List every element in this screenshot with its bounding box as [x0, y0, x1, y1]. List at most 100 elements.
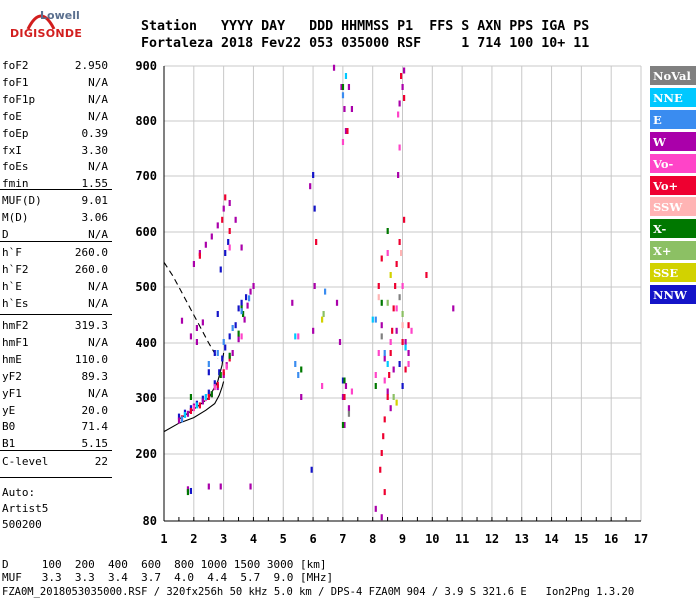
- param-row-h-f: h`F 260.0: [2, 246, 108, 262]
- x-tick-label: 4: [250, 532, 257, 546]
- param-name: h`E: [2, 279, 22, 293]
- param-name: yF2: [2, 369, 22, 383]
- echo-point-e: [180, 416, 184, 423]
- digisonde-logo: Lowell DIGISONDE: [10, 9, 82, 49]
- legend-item-w: W: [650, 131, 696, 151]
- echo-point-w: [309, 183, 312, 190]
- param-row-hmf1: hmF1 N/A: [2, 336, 108, 352]
- echo-point-vo-: [379, 466, 382, 473]
- echo-point-nne: [183, 411, 187, 418]
- echo-point-w: [386, 388, 389, 395]
- echo-point-w: [380, 322, 383, 329]
- x-tick-label: 5: [280, 532, 287, 546]
- echo-point-w: [343, 422, 346, 428]
- legend-item-noval: NoVal: [650, 66, 696, 85]
- echo-point-w: [249, 288, 252, 295]
- param-row-hme: hmE 110.0: [2, 353, 108, 369]
- echo-point-w: [344, 383, 348, 389]
- param-value: 71.4: [81, 420, 109, 434]
- echo-point-w: [380, 514, 383, 521]
- echo-point-w: [312, 327, 315, 334]
- param-name: h`F2: [2, 262, 29, 276]
- param-name: hmF1: [2, 335, 29, 349]
- echo-point-nne: [371, 316, 374, 323]
- echo-point-vo-: [240, 333, 243, 340]
- param-name: hmE: [2, 352, 22, 366]
- param-name: h`F: [2, 246, 22, 259]
- echo-point-vo-: [225, 363, 228, 370]
- echo-point-w: [392, 366, 395, 373]
- legend-item-nne: NNE: [650, 87, 696, 107]
- param-value: 3.30: [81, 143, 109, 157]
- param-row-c-level: C-level 22: [2, 455, 108, 471]
- echo-point-w: [338, 339, 342, 345]
- echo-point-vo-: [377, 350, 380, 356]
- x-tick-label: 15: [574, 532, 588, 546]
- echo-point-nnw: [189, 487, 193, 494]
- param-row-yf2: yF2 89.3: [2, 370, 108, 386]
- echo-point-nne: [344, 73, 348, 79]
- echo-point-vo-: [221, 216, 224, 223]
- echo-point-vo-: [192, 405, 196, 412]
- echo-point-vo-: [198, 402, 201, 409]
- param-name: B0: [2, 420, 16, 434]
- echo-point-vo-: [391, 327, 394, 334]
- echo-point-vo-: [407, 322, 410, 329]
- echo-point-e: [231, 325, 234, 331]
- echo-point-vo-: [388, 372, 391, 378]
- y-tick-label: 800: [135, 114, 157, 128]
- echo-point-w: [243, 316, 246, 323]
- echo-point-vo-: [386, 394, 389, 400]
- echo-point-w: [189, 333, 193, 340]
- echo-point-ssw: [377, 294, 380, 301]
- param-value: N/A: [88, 279, 108, 293]
- echo-point-w: [340, 84, 343, 90]
- echo-point-w: [300, 394, 303, 400]
- echo-point-w: [407, 350, 410, 356]
- echo-point-nnw: [401, 383, 404, 389]
- echo-point-vo-: [374, 372, 377, 378]
- header-labels: Station YYYY DAY DDD HHMMSS P1 FFS S AXN…: [141, 19, 590, 34]
- param-value: 110.0: [74, 352, 108, 366]
- echo-point-nnw: [218, 369, 221, 376]
- echo-point-sse: [395, 399, 398, 406]
- echo-point-vo-: [397, 111, 400, 118]
- ionogram-plot: 1 2 3 4 5 6 7 8 9 10 11 12 13 14 15 16 17802003004005006…: [135, 59, 648, 546]
- echo-point-vo-: [398, 239, 401, 245]
- echo-point-vo-: [228, 244, 231, 251]
- header-values: Fortaleza 2018 Fev22 053 035000 RSF 1 71…: [141, 36, 590, 51]
- x-tick-label: 17: [634, 532, 648, 546]
- param-value: 20.0: [81, 403, 109, 417]
- legend-item-vo-: Vo+: [650, 175, 696, 195]
- echo-point-nnw: [228, 333, 231, 340]
- echo-point-w: [374, 505, 377, 512]
- param-row-yf1: yF1 N/A: [2, 387, 108, 403]
- echo-point-e: [294, 361, 297, 367]
- echo-point-vo-: [224, 194, 227, 201]
- param-row-foes: foEs N/A: [2, 160, 108, 176]
- echo-point-vo-: [425, 272, 428, 278]
- echo-point-nnw: [240, 299, 243, 306]
- x-tick-label: 3: [220, 532, 227, 546]
- echo-point-nnw: [234, 322, 237, 329]
- echo-point-nne: [204, 394, 207, 400]
- param-name: B1: [2, 437, 16, 451]
- param-row-m-d-: M(D) 3.06: [2, 211, 108, 227]
- echo-point-vo-: [386, 250, 389, 256]
- echo-point-e: [297, 372, 300, 378]
- echo-point-nne: [386, 361, 389, 367]
- echo-point-w: [219, 483, 222, 490]
- echo-point-vo-: [222, 369, 225, 376]
- echo-point-w: [192, 261, 196, 267]
- param-row-fof2: foF2 2.950: [2, 59, 108, 75]
- echo-point-w: [344, 128, 348, 134]
- param-value: N/A: [88, 160, 108, 174]
- param-name: fxI: [2, 143, 22, 157]
- profile-line-dashed-profile: [163, 262, 219, 359]
- echo-point-nnw: [341, 377, 345, 384]
- legend-item-x-: X+: [650, 241, 696, 261]
- echo-point-w: [332, 64, 336, 71]
- param-name: D: [2, 227, 9, 241]
- echo-point-noval: [380, 333, 383, 340]
- echo-point-w: [350, 106, 354, 112]
